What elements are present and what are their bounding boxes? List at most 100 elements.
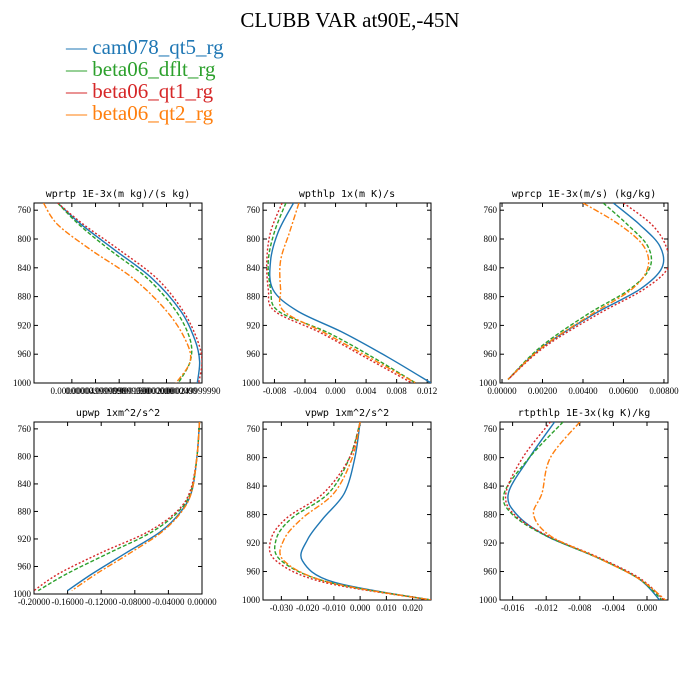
plot-frame: [499, 421, 669, 601]
series-line-beta06_qt1_rg: [504, 422, 665, 600]
x-tick-label: 0.000150000000: [112, 386, 173, 396]
subplot-title: upwp 1xm^2/s^2: [76, 408, 160, 419]
x-tick-label: -0.010: [322, 603, 346, 613]
series-line-cam078_qt5_rg: [507, 203, 665, 380]
plot-frame: [262, 421, 432, 601]
y-tick-label: 960: [484, 349, 498, 359]
y-tick-label: 920: [484, 538, 498, 548]
y-tick-label: 880: [247, 510, 261, 520]
x-tick-label: 0.00800: [649, 386, 679, 396]
legend-swatch: —: [66, 101, 87, 125]
series-line-beta06_qt2_rg: [42, 203, 192, 383]
y-tick-label: 760: [18, 424, 32, 434]
legend: — cam078_qt5_rg — beta06_dflt_rg — beta0…: [66, 36, 224, 124]
x-tick-label: 0.000049999990: [65, 386, 126, 396]
plot-frame: [262, 202, 432, 384]
y-tick-label: 960: [484, 567, 498, 577]
series-line-beta06_dflt_rg: [267, 203, 417, 383]
series-line-beta06_qt2_rg: [279, 422, 431, 600]
y-tick-label: 1000: [242, 378, 261, 388]
legend-item: — beta06_qt2_rg: [66, 102, 224, 124]
x-tick-label: 0.000249999990: [160, 386, 221, 396]
y-tick-label: 760: [484, 424, 498, 434]
x-tick-label: 0.00400: [568, 386, 598, 396]
series-line-cam078_qt5_rg: [300, 422, 431, 600]
x-tick-label: 0.008: [387, 386, 408, 396]
y-tick-label: 840: [247, 481, 261, 491]
x-tick-label: -0.016: [501, 603, 525, 613]
x-tick-label: -0.012: [535, 603, 558, 613]
x-tick-label: 0.000: [325, 386, 346, 396]
y-tick-label: 880: [18, 292, 32, 302]
subplot-title: rtpthlp 1E-3x(kg K)/kg: [518, 408, 650, 419]
series-line-beta06_qt1_rg: [265, 203, 413, 383]
x-tick-label: 0.000: [350, 603, 371, 613]
series-line-beta06_dflt_rg: [57, 203, 193, 383]
x-tick-label: -0.008: [263, 386, 287, 396]
x-tick-label: -0.16000: [51, 597, 84, 607]
x-tick-label: -0.004: [293, 386, 317, 396]
x-tick-label: -0.030: [270, 603, 294, 613]
plot-frame: [33, 421, 203, 595]
series-line-beta06_dflt_rg: [37, 422, 201, 592]
y-tick-label: 960: [247, 567, 261, 577]
x-tick-label: -0.20000: [18, 597, 51, 607]
y-tick-label: 800: [247, 453, 261, 463]
x-tick-label: 0.00000: [187, 597, 217, 607]
y-tick-label: 1000: [479, 595, 498, 605]
legend-swatch: —: [66, 79, 87, 103]
plot-frame: [33, 202, 203, 384]
page-title: CLUBB VAR at90E,-45N: [240, 8, 460, 32]
legend-label: beta06_qt1_rg: [92, 79, 214, 103]
series-line-beta06_qt1_rg: [57, 203, 202, 383]
x-tick-label: -0.04000: [152, 597, 185, 607]
x-tick-label: -0.08000: [119, 597, 152, 607]
y-tick-label: 840: [484, 481, 498, 491]
y-tick-label: 800: [18, 234, 32, 244]
y-tick-label: 880: [18, 506, 32, 516]
subplot-title: wpthlp 1x(m K)/s: [299, 189, 395, 200]
y-tick-label: 760: [484, 205, 498, 215]
series-line-cam078_qt5_rg: [57, 203, 201, 383]
y-tick-label: 800: [18, 451, 32, 461]
series-line-beta06_qt1_rg: [268, 422, 431, 600]
y-tick-label: 920: [247, 538, 261, 548]
y-tick-label: 880: [484, 292, 498, 302]
series-line-cam078_qt5_rg: [507, 422, 661, 600]
series-line-beta06_dflt_rg: [502, 422, 663, 600]
y-tick-label: 880: [484, 510, 498, 520]
series-line-beta06_dflt_rg: [507, 203, 653, 380]
y-tick-label: 920: [18, 534, 32, 544]
y-tick-label: 1000: [13, 378, 32, 388]
series-line-cam078_qt5_rg: [269, 203, 431, 383]
x-tick-label: 0.000099999990: [89, 386, 150, 396]
legend-item: — beta06_dflt_rg: [66, 58, 224, 80]
x-tick-label: 0.000: [637, 603, 658, 613]
x-tick-label: 0.020: [403, 603, 424, 613]
x-tick-label: 0.012: [417, 386, 437, 396]
x-tick-label: -0.020: [296, 603, 320, 613]
y-tick-label: 920: [247, 320, 261, 330]
y-tick-label: 800: [484, 453, 498, 463]
series-line-beta06_qt2_rg: [532, 422, 666, 600]
y-tick-label: 760: [247, 424, 261, 434]
y-tick-label: 960: [247, 349, 261, 359]
plot-frame: [499, 202, 669, 384]
y-tick-label: 1000: [479, 378, 498, 388]
x-tick-label: -0.12000: [85, 597, 118, 607]
x-tick-label: -0.008: [568, 603, 592, 613]
legend-item: — beta06_qt1_rg: [66, 80, 224, 102]
y-tick-label: 920: [484, 320, 498, 330]
x-tick-label: 0.00600: [609, 386, 639, 396]
y-tick-label: 1000: [242, 595, 261, 605]
x-tick-label: 0.00000: [487, 386, 517, 396]
series-line-beta06_qt1_rg: [34, 422, 201, 592]
series-line-beta06_qt2_rg: [278, 203, 417, 383]
x-tick-label: 0.010: [376, 603, 397, 613]
y-tick-label: 800: [484, 234, 498, 244]
x-tick-label: 0.000200000000: [136, 386, 197, 396]
legend-swatch: —: [66, 35, 87, 59]
x-tick-label: 0.004: [356, 386, 377, 396]
series-line-cam078_qt5_rg: [67, 422, 201, 592]
series-line-beta06_qt2_rg: [71, 422, 201, 592]
